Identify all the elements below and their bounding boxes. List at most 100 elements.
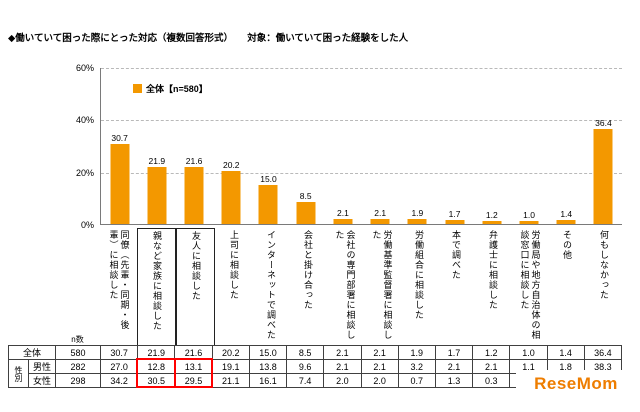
bar-column: 2.1 [324, 68, 361, 224]
category-label-text: その他 [562, 230, 572, 260]
category-label-text: 友人に相談した [191, 231, 201, 301]
bar-value-label: 15.0 [260, 174, 277, 184]
category-label-text: 会社と掛け合った [303, 230, 313, 310]
bar [147, 167, 167, 224]
bar-value-label: 2.1 [374, 208, 387, 218]
table-cell: 36.4 [584, 346, 622, 360]
category-label: 労働局や地方自治体の相談窓口に相談した [511, 228, 548, 346]
y-tick-label: 0% [80, 220, 94, 230]
table-cell: 7.4 [287, 374, 325, 388]
table-cell: 15.0 [249, 346, 288, 360]
category-label-text: 会社の専門部署に相談した [334, 230, 356, 340]
legend: 全体【n=580】 [133, 82, 208, 95]
bar-column: 1.7 [436, 68, 473, 224]
bar [333, 219, 353, 224]
bar-value-label: 8.5 [299, 191, 312, 201]
gridline [101, 68, 622, 69]
bar-value-label: 21.6 [185, 156, 203, 166]
table-cell: 2.0 [361, 374, 399, 388]
table-cell: 21.1 [212, 374, 250, 388]
bar-column: 21.9 [138, 68, 175, 224]
bar-value-label: 30.7 [111, 133, 128, 143]
category-label: 会社の専門部署に相談した [326, 228, 363, 346]
bar-column: 1.2 [473, 68, 510, 224]
table-cell: 2.1 [473, 360, 511, 374]
category-label: 会社と掛け合った [289, 228, 326, 346]
table-cell: 2.1 [435, 360, 474, 374]
n-value: 282 [56, 360, 101, 374]
bar [556, 220, 576, 224]
bar-column: 15.0 [250, 68, 287, 224]
table-cell: 20.2 [212, 346, 250, 360]
category-label: 同僚（先輩・同期・後輩）に相談した [100, 228, 137, 346]
table-cell: 0.7 [398, 374, 436, 388]
bar-value-label: 1.7 [448, 209, 461, 219]
category-label: 弁護士に相談した [474, 228, 511, 346]
bar-value-label: 20.2 [222, 160, 240, 170]
bar-value-label: 36.4 [595, 118, 612, 128]
table-cell: 13.8 [249, 360, 288, 374]
bar-value-label: 1.4 [560, 209, 573, 219]
resemom-logo: ReseMom [516, 370, 636, 398]
page-title: ◆働いていて困った際にとった対応（複数回答形式） 対象：働いていて困った経験をし… [8, 33, 409, 44]
bar-value-label: 1.2 [485, 210, 498, 220]
category-label-text: 労働組合に相談した [414, 230, 424, 320]
table-cell: 1.7 [435, 346, 474, 360]
bar-value-label: 21.9 [148, 156, 166, 166]
bar [258, 185, 278, 224]
category-label: 親など家族に相談した [137, 228, 176, 346]
legend-label: 全体【n=580】 [146, 84, 208, 94]
bar [296, 202, 316, 224]
bar-column: 36.4 [585, 68, 622, 224]
category-label-text: 労働基準監督署に相談した [371, 230, 393, 340]
gridline [101, 120, 622, 122]
bar-column: 30.7 [101, 68, 138, 224]
category-label: 本で調べた [437, 228, 474, 346]
table-cell: 29.5 [175, 374, 213, 388]
bar-column: 20.2 [213, 68, 250, 224]
table-cell: 1.4 [547, 346, 585, 360]
gridline [101, 172, 622, 174]
y-tick-label: 20% [75, 167, 94, 178]
category-label: 友人に相談した [176, 228, 215, 346]
table-cell: 21.9 [138, 346, 176, 360]
bar-value-label: 1.0 [523, 210, 535, 220]
table-cell: 30.7 [101, 346, 139, 360]
category-label: 労働基準監督署に相談した [363, 228, 400, 346]
bar [110, 144, 130, 224]
table-cell: 21.6 [175, 346, 213, 360]
table-cell: 1.3 [435, 374, 474, 388]
bar [593, 129, 613, 224]
category-label: インターネットで調べた [252, 228, 289, 346]
plot-area: 全体【n=580】 30.7 21.9 21.6 20.2 15.0 8.5 2.1 2.1 1… [100, 68, 622, 225]
y-tick-label: 40% [75, 115, 94, 126]
table-cell: 1.9 [398, 346, 436, 360]
bar [482, 221, 502, 224]
category-label-text: 何もしなかった [599, 230, 609, 300]
bar-value-label: 1.9 [411, 208, 424, 218]
row-label-total: 全体 [9, 346, 56, 360]
category-label-text: インターネットで調べた [266, 230, 276, 340]
table-cell: 8.5 [287, 346, 325, 360]
table-cell: 13.1 [175, 360, 213, 374]
n-value: 298 [56, 374, 101, 388]
table-cell: 0.3 [473, 374, 511, 388]
table-cell: 9.6 [287, 360, 325, 374]
bar [184, 167, 204, 224]
bar-value-label: 2.1 [337, 208, 349, 218]
bar-column: 8.5 [287, 68, 324, 224]
bar [407, 219, 427, 224]
table-cell: 27.0 [101, 360, 139, 374]
bar-column: 1.9 [399, 68, 436, 224]
category-label-text: 上司に相談した [229, 230, 239, 300]
category-label: その他 [548, 228, 585, 346]
n-count-label: n数 [71, 335, 84, 344]
table-cell: 2.0 [324, 374, 362, 388]
category-label-text: 親など家族に相談した [152, 231, 162, 331]
y-axis-labels: 0% 20% 40% 60% [60, 0, 96, 240]
bars: 30.7 21.9 21.6 20.2 15.0 8.5 2.1 2.1 1.9 1.7 1.2 1.… [101, 68, 622, 224]
bar [370, 219, 390, 224]
category-label: 何もしなかった [585, 228, 622, 346]
bar-column: 21.6 [175, 68, 212, 224]
